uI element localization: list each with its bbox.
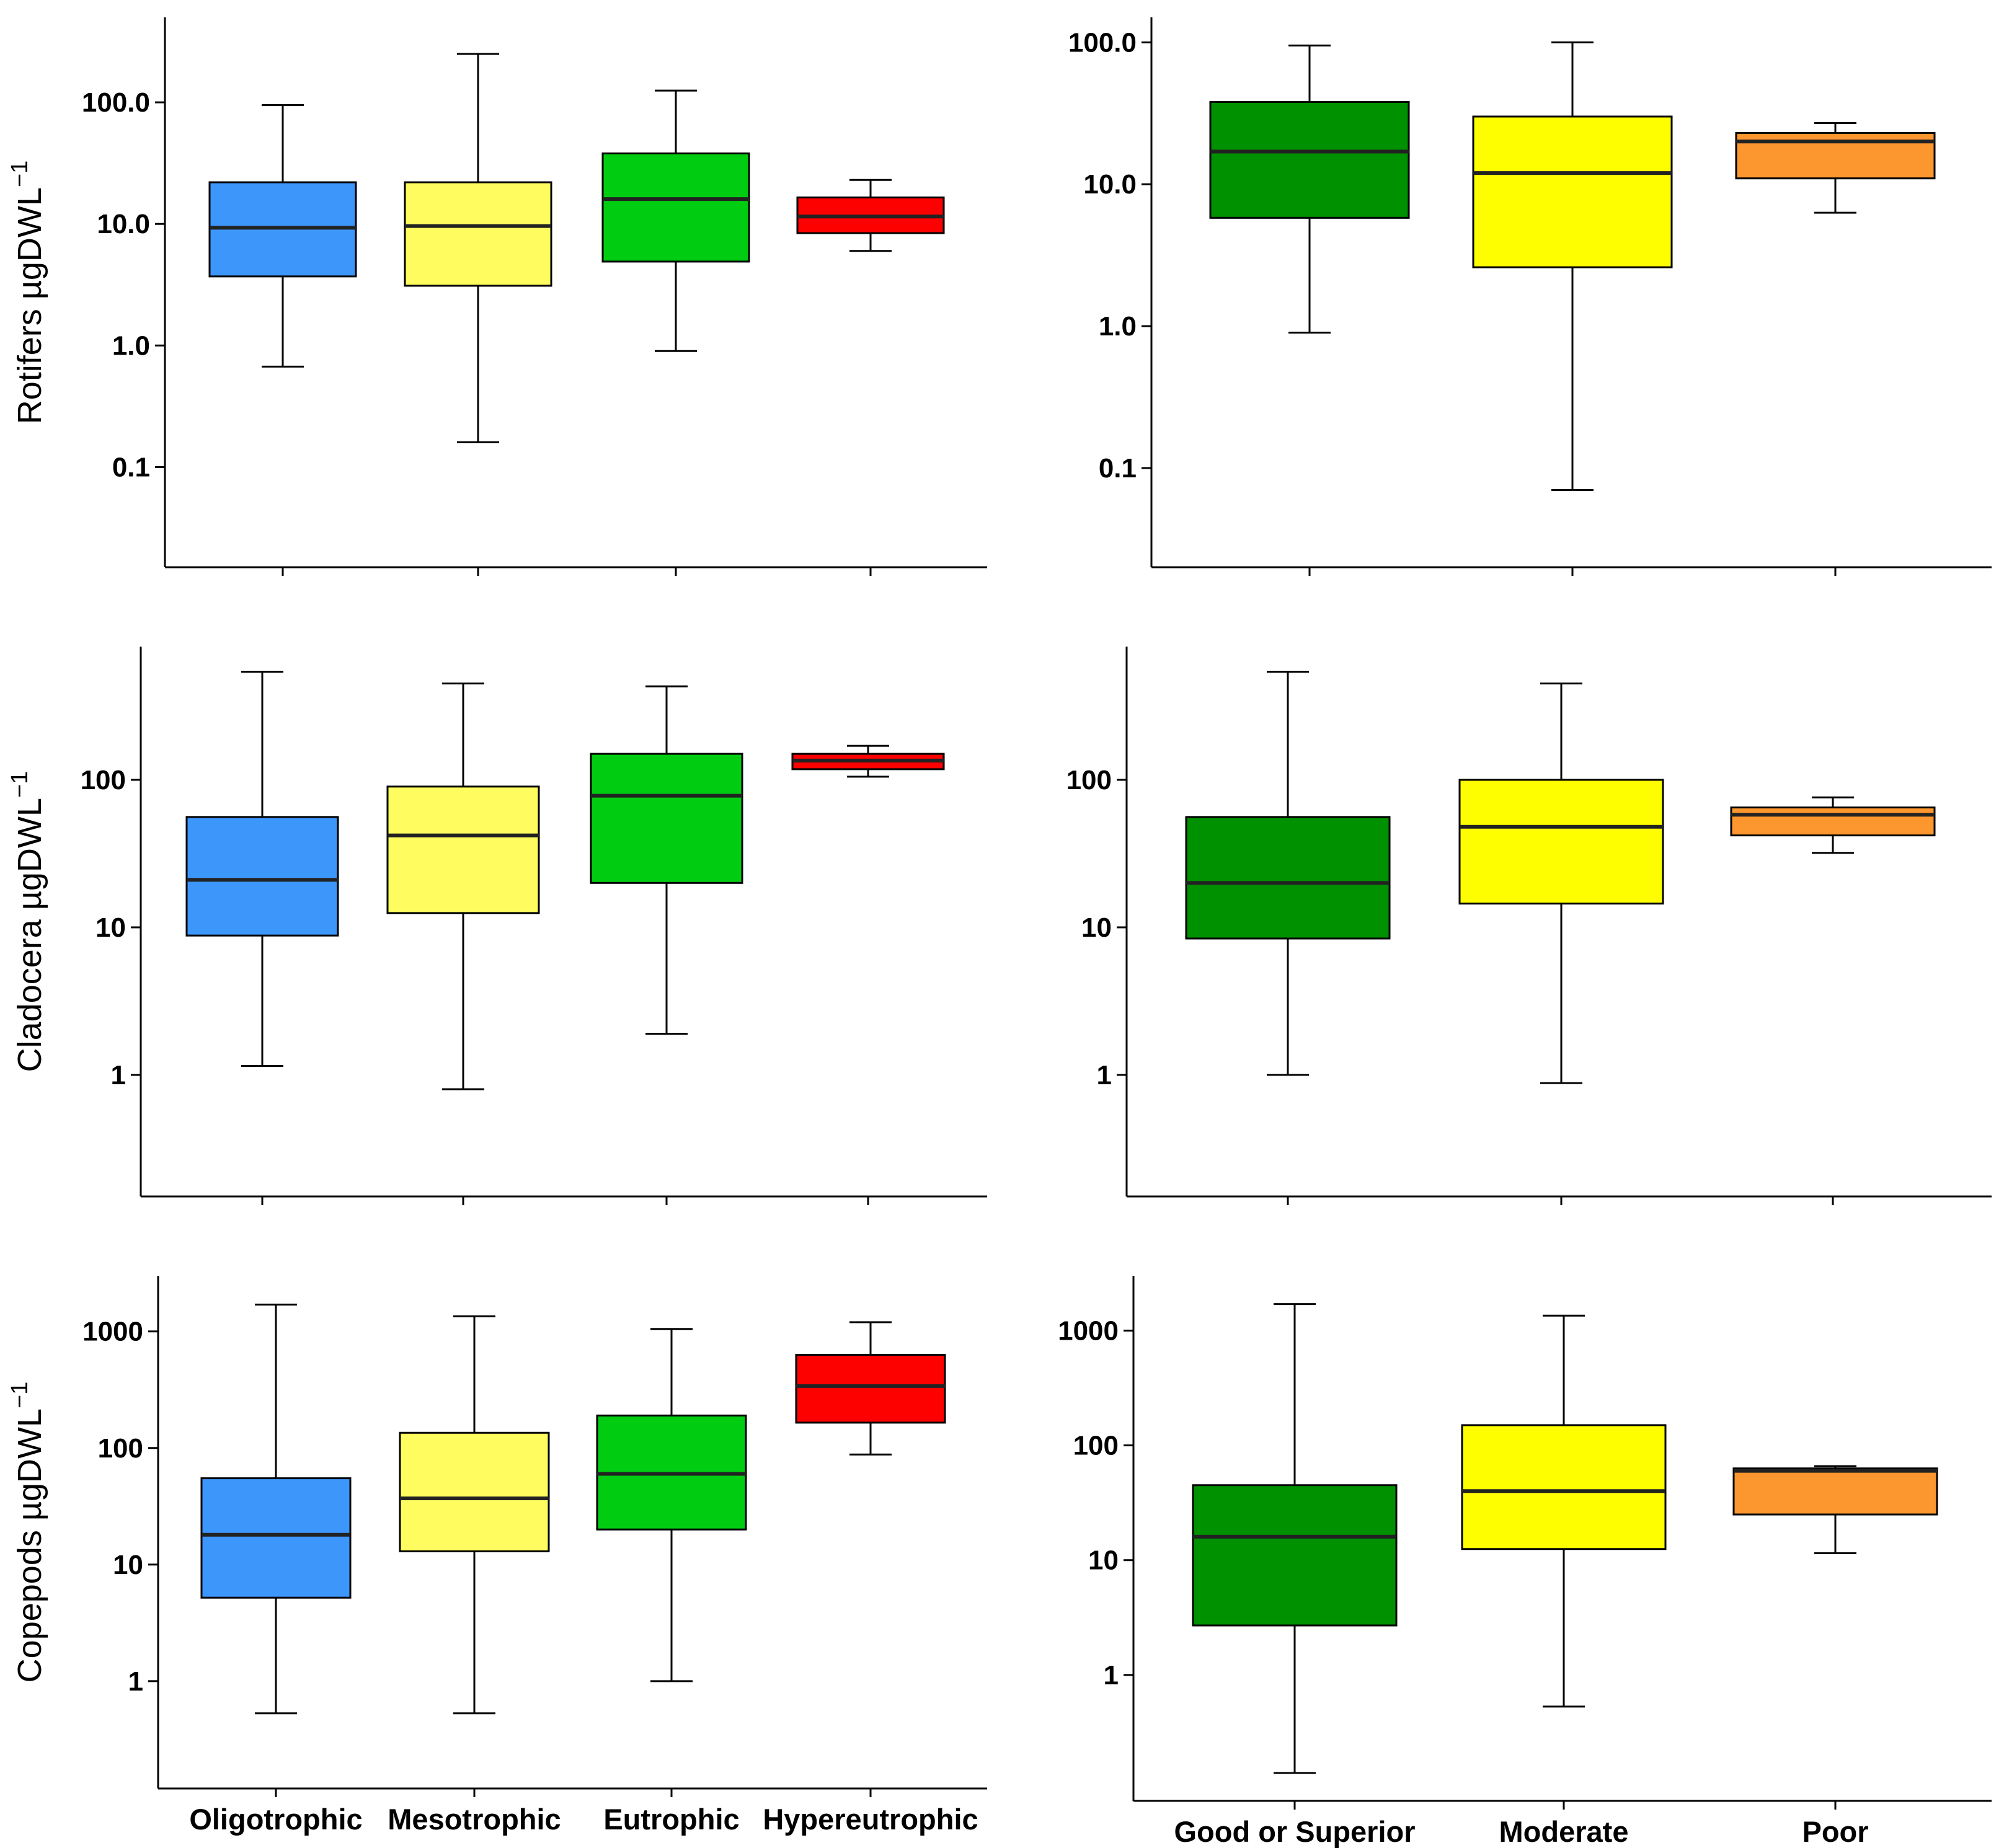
- panel-rotifers-trophic: 0.1 1.0 10.0 100.0 Rotifers µgDWL−1: [7, 17, 987, 576]
- box-oligotrophic: [208, 104, 357, 576]
- x-category-label: Good or Superior: [1174, 1815, 1415, 1848]
- y-tick-label: 1000: [1058, 1315, 1119, 1346]
- box-moderate: [1458, 682, 1664, 1205]
- box-oligotrophic: Oligotrophic: [189, 1303, 363, 1836]
- iqr-box: [1730, 806, 1936, 837]
- box-poor: [1735, 122, 1936, 576]
- y-tick-label: 100: [1073, 1431, 1119, 1461]
- box-poor: Poor: [1732, 1465, 1938, 1848]
- box-mesotrophic: Mesotrophic: [388, 1315, 561, 1836]
- y-tick-label: 1: [1104, 1660, 1119, 1691]
- y-tick-label: 10.0: [97, 209, 150, 239]
- panel-copepods-trophic: 1 10 100 1000 Copepods µgDWL−1 Oligotrophic Me…: [7, 1276, 987, 1836]
- y-tick-label: 100.0: [1068, 27, 1137, 58]
- panel-cladocera-trophic: 1 10 100 Cladocera µgDWL−1: [7, 647, 987, 1205]
- y-tick-label: 100.0: [82, 87, 150, 118]
- y-tick-label: 10.0: [1083, 169, 1137, 200]
- iqr-box: [185, 816, 339, 937]
- x-category-label: Oligotrophic: [189, 1803, 362, 1836]
- y-tick-label: 1: [1097, 1060, 1112, 1090]
- box-moderate: Moderate: [1461, 1314, 1667, 1848]
- y-tick-label: 1: [111, 1060, 126, 1090]
- y-tick-label: 10: [1088, 1545, 1119, 1576]
- x-category-label: Hypereutrophic: [763, 1803, 978, 1836]
- box-good-or-superior: [1209, 44, 1410, 576]
- y-tick-label: 100: [98, 1433, 143, 1464]
- iqr-box: [1458, 779, 1664, 905]
- box-good-or-superior: [1185, 671, 1391, 1205]
- y-tick-label: 1.0: [112, 330, 150, 361]
- y-tick-label: 0.1: [112, 452, 150, 482]
- iqr-box: [1192, 1484, 1398, 1627]
- box-hypereutrophic: [796, 179, 945, 576]
- y-tick-label: 10: [113, 1550, 143, 1580]
- iqr-box: [1185, 816, 1391, 940]
- y-axis-title: Cladocera µgDWL−1: [7, 771, 48, 1072]
- box-hypereutrophic: [791, 745, 945, 1205]
- y-tick-label: 1: [128, 1666, 143, 1697]
- iqr-box: [200, 1477, 352, 1599]
- panel-cladocera-status: 1 10 100: [1066, 647, 1992, 1205]
- panel-copepods-status: 1 10 100 1000 Good or Superior Moderate Poor: [1058, 1276, 1992, 1848]
- y-tick-label: 0.1: [1099, 453, 1137, 484]
- iqr-box: [795, 1353, 946, 1424]
- box-mesotrophic: [386, 682, 540, 1205]
- box-eutrophic: [601, 89, 750, 576]
- y-tick-label: 100: [1066, 765, 1112, 795]
- iqr-box: [1209, 100, 1410, 219]
- iqr-box: [1732, 1467, 1938, 1516]
- box-hypereutrophic: Hypereutrophic: [763, 1321, 978, 1836]
- y-tick-label: 1.0: [1099, 311, 1137, 342]
- box-eutrophic: [590, 685, 743, 1205]
- box-eutrophic: Eutrophic: [596, 1328, 747, 1836]
- iqr-box: [590, 753, 743, 884]
- x-category-label: Poor: [1802, 1815, 1868, 1848]
- iqr-box: [1472, 115, 1673, 268]
- iqr-box: [1461, 1424, 1667, 1550]
- box-poor: [1730, 796, 1936, 1205]
- y-tick-label: 100: [81, 765, 126, 795]
- iqr-box: [386, 785, 540, 914]
- x-category-label: Moderate: [1499, 1815, 1629, 1848]
- y-tick-label: 1000: [82, 1317, 143, 1347]
- box-moderate: [1472, 41, 1673, 576]
- y-axis-title: Rotifers µgDWL−1: [7, 161, 48, 425]
- y-tick-label: 10: [1081, 913, 1112, 943]
- box-mesotrophic: [404, 53, 552, 576]
- x-category-label: Eutrophic: [603, 1803, 739, 1836]
- iqr-box: [404, 181, 552, 287]
- y-axis-title: Copepods µgDWL−1: [7, 1382, 48, 1683]
- iqr-box: [399, 1431, 550, 1552]
- y-tick-label: 10: [95, 913, 126, 943]
- panel-rotifers-status: 0.1 1.0 10.0 100.0: [1068, 17, 1992, 576]
- box-oligotrophic: [185, 671, 339, 1205]
- x-category-label: Mesotrophic: [388, 1803, 561, 1836]
- box-good-or-superior: Good or Superior: [1174, 1303, 1416, 1848]
- iqr-box: [601, 152, 750, 263]
